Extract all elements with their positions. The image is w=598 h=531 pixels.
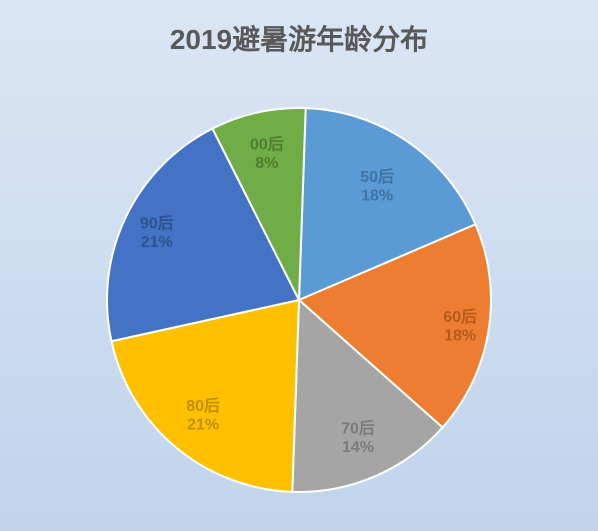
pie-chart: 50后18%60后18%70后14%80后21%90后21%00后8%	[0, 0, 598, 531]
chart-container: 50后18%60后18%70后14%80后21%90后21%00后8% 2019…	[0, 0, 598, 531]
chart-title: 2019避暑游年龄分布	[0, 18, 598, 58]
